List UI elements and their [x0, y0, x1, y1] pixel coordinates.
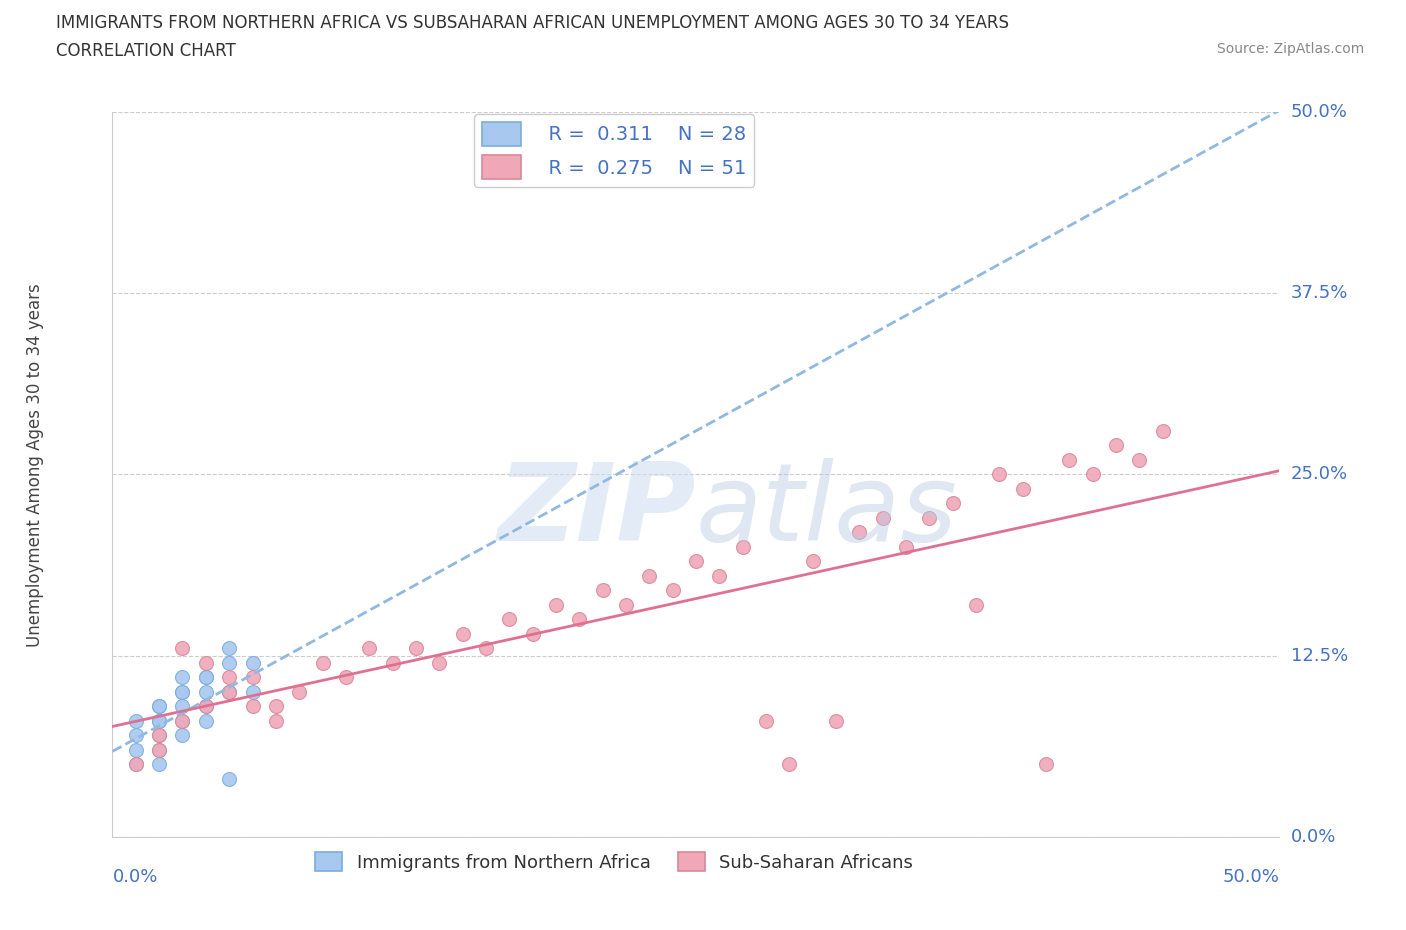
Point	[172, 713, 194, 728]
Point	[755, 713, 778, 728]
Point	[544, 597, 567, 612]
Point	[801, 554, 824, 569]
Point	[918, 511, 941, 525]
Point	[125, 757, 148, 772]
Point	[335, 670, 357, 684]
Text: Unemployment Among Ages 30 to 34 years: Unemployment Among Ages 30 to 34 years	[27, 283, 44, 647]
Point	[592, 583, 614, 598]
Point	[218, 684, 240, 699]
Point	[731, 539, 754, 554]
Text: 0.0%: 0.0%	[1291, 828, 1336, 846]
Text: 37.5%: 37.5%	[1291, 284, 1348, 302]
Point	[498, 612, 520, 627]
Point	[148, 742, 170, 757]
Text: CORRELATION CHART: CORRELATION CHART	[56, 42, 236, 60]
Point	[194, 656, 217, 671]
Point	[172, 684, 194, 699]
Point	[125, 742, 148, 757]
Point	[685, 554, 707, 569]
Point	[614, 597, 637, 612]
Point	[359, 641, 381, 656]
Point	[194, 670, 217, 684]
Text: 50.0%: 50.0%	[1223, 868, 1279, 885]
Point	[311, 656, 333, 671]
Point	[218, 641, 240, 656]
Point	[148, 742, 170, 757]
Point	[242, 699, 264, 714]
Point	[172, 713, 194, 728]
Point	[194, 684, 217, 699]
Point	[427, 656, 450, 671]
Point	[148, 713, 170, 728]
Text: IMMIGRANTS FROM NORTHERN AFRICA VS SUBSAHARAN AFRICAN UNEMPLOYMENT AMONG AGES 30: IMMIGRANTS FROM NORTHERN AFRICA VS SUBSA…	[56, 14, 1010, 32]
Point	[872, 511, 894, 525]
Point	[405, 641, 427, 656]
Point	[148, 713, 170, 728]
Point	[125, 713, 148, 728]
Text: Source: ZipAtlas.com: Source: ZipAtlas.com	[1216, 42, 1364, 56]
Point	[218, 684, 240, 699]
Point	[1128, 452, 1150, 467]
Point	[218, 670, 240, 684]
Point	[172, 670, 194, 684]
Point	[1059, 452, 1081, 467]
Point	[965, 597, 987, 612]
Point	[1105, 438, 1128, 453]
Point	[148, 699, 170, 714]
Point	[894, 539, 917, 554]
Point	[451, 627, 474, 642]
Point	[942, 496, 965, 511]
Legend: Immigrants from Northern Africa, Sub-Saharan Africans: Immigrants from Northern Africa, Sub-Sah…	[308, 845, 921, 879]
Point	[125, 728, 148, 743]
Point	[242, 656, 264, 671]
Point	[661, 583, 683, 598]
Point	[125, 757, 148, 772]
Text: 0.0%: 0.0%	[112, 868, 157, 885]
Point	[218, 772, 240, 787]
Text: ZIP: ZIP	[498, 458, 696, 564]
Point	[148, 699, 170, 714]
Point	[242, 670, 264, 684]
Point	[288, 684, 311, 699]
Point	[848, 525, 870, 539]
Point	[778, 757, 800, 772]
Point	[218, 656, 240, 671]
Point	[264, 713, 287, 728]
Text: atlas: atlas	[696, 458, 957, 563]
Point	[1152, 423, 1174, 438]
Point	[194, 699, 217, 714]
Point	[522, 627, 544, 642]
Point	[475, 641, 498, 656]
Point	[148, 757, 170, 772]
Point	[194, 713, 217, 728]
Point	[172, 684, 194, 699]
Point	[568, 612, 591, 627]
Point	[194, 670, 217, 684]
Point	[825, 713, 848, 728]
Point	[148, 728, 170, 743]
Point	[988, 467, 1011, 482]
Point	[1081, 467, 1104, 482]
Point	[1011, 482, 1033, 497]
Point	[172, 728, 194, 743]
Point	[709, 568, 731, 583]
Text: 25.0%: 25.0%	[1291, 465, 1348, 484]
Point	[264, 699, 287, 714]
Point	[172, 641, 194, 656]
Point	[194, 699, 217, 714]
Text: 50.0%: 50.0%	[1291, 102, 1347, 121]
Point	[242, 684, 264, 699]
Text: 12.5%: 12.5%	[1291, 646, 1348, 665]
Point	[172, 699, 194, 714]
Point	[148, 728, 170, 743]
Point	[1035, 757, 1057, 772]
Point	[638, 568, 661, 583]
Point	[381, 656, 404, 671]
